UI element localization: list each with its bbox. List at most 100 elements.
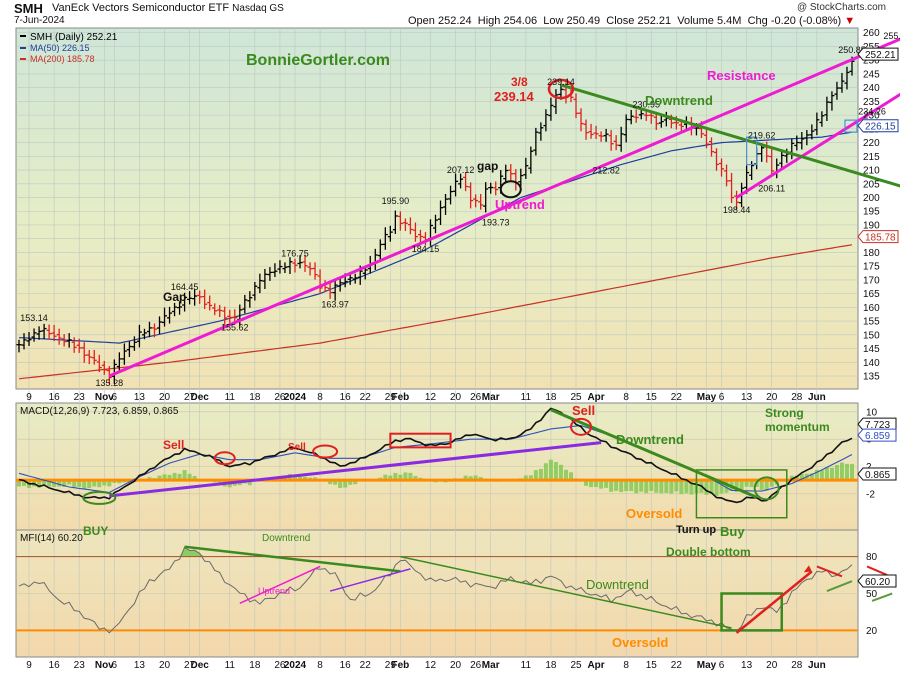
price-bar	[714, 148, 720, 171]
price-bar	[794, 135, 800, 151]
macd-histogram-bar	[563, 469, 568, 481]
price-bar	[202, 289, 208, 309]
x-tick-label-bottom: 20	[766, 660, 778, 671]
mfi-oversold-label: Oversold	[612, 635, 668, 650]
price-bar	[16, 339, 22, 353]
macd-histogram-bar	[87, 480, 92, 489]
x-tick-label: 22	[671, 392, 683, 403]
price-bar	[307, 262, 313, 276]
x-tick-label-bottom: 2024	[284, 660, 307, 671]
price-bar	[392, 210, 398, 234]
macd-histogram-bar	[247, 480, 252, 486]
macd-histogram-bar	[764, 480, 769, 491]
price-bar	[91, 349, 97, 365]
price-value-label: 153.14	[20, 313, 48, 323]
x-tick-label-bottom: Feb	[391, 660, 409, 671]
x-tick-label-bottom: Nov	[95, 660, 114, 671]
macd-histogram-bar	[57, 480, 62, 487]
macd-histogram-bar	[834, 464, 839, 481]
macd-histogram-bar	[182, 470, 187, 481]
macd-histogram-bar	[749, 480, 754, 488]
macd-histogram-bar	[599, 480, 604, 489]
price-value-label: 206.11	[758, 184, 785, 194]
price-bar	[583, 119, 589, 140]
macd-histogram-bar	[298, 475, 303, 481]
x-tick-label: 13	[134, 392, 146, 403]
price-legend-ma200: MA(200) 185.78	[30, 54, 95, 64]
macd-histogram-bar	[669, 480, 674, 494]
macd-histogram-bar	[398, 474, 403, 481]
price-bar	[623, 114, 629, 143]
x-tick-label: Feb	[391, 392, 409, 403]
macd-support-line	[109, 441, 602, 498]
mfi-red-arrow-up	[735, 570, 813, 634]
macd-histogram-bar	[62, 480, 67, 487]
x-tick-label: 18	[545, 392, 557, 403]
chart-date: 7-Jun-2024	[14, 15, 65, 26]
price-value-label: 230.95	[632, 100, 660, 110]
macd-histogram-bar	[533, 470, 538, 481]
price-bar	[297, 255, 303, 269]
price-bar	[518, 168, 524, 187]
marker-value: 226.15	[865, 122, 896, 133]
price-bar	[126, 341, 132, 357]
macd-histogram-bar	[343, 480, 348, 488]
price-bar	[187, 291, 193, 305]
x-tick-label: 16	[49, 392, 61, 403]
double-bottom-box	[695, 469, 788, 519]
macd-histogram-bar	[659, 480, 664, 494]
price-bar	[608, 130, 614, 151]
price-bar	[779, 151, 785, 169]
x-tick-label-bottom: 22	[360, 660, 372, 671]
macd-histogram-bar	[558, 464, 563, 481]
legend-swatch	[20, 58, 26, 60]
marker-box	[857, 467, 897, 481]
price-value-label: 250.85	[838, 45, 866, 55]
price-bar	[804, 130, 810, 146]
macd-histogram-bar	[644, 480, 649, 494]
macd-histogram-bar	[328, 480, 333, 485]
price-value-label: 184.15	[412, 244, 440, 254]
price-bar	[407, 217, 413, 235]
macd-histogram-bar	[338, 480, 343, 488]
x-tick-label: 27	[184, 392, 196, 403]
x-tick-label-bottom: 6	[112, 660, 118, 671]
mfi-downtrend-line-2	[400, 555, 732, 629]
price-bar	[317, 269, 323, 295]
price-bar	[744, 165, 750, 194]
mfi-purple-line	[329, 568, 411, 592]
price-bar	[453, 173, 459, 197]
marker-value: 7.723	[865, 420, 890, 431]
macd-histogram-bar	[92, 480, 97, 487]
macd-histogram-bar	[568, 472, 573, 481]
price-bar	[538, 122, 544, 141]
price-axis-marker: 226.15	[857, 119, 899, 133]
x-tick-label: 2024	[284, 392, 307, 403]
macd-histogram-bar	[478, 477, 483, 481]
macd-histogram-bar	[674, 480, 679, 492]
price-bar	[352, 273, 358, 284]
x-tick-label: 20	[159, 392, 171, 403]
price-bar	[41, 323, 47, 339]
macd-histogram-bar	[679, 480, 684, 495]
price-value-label: 212.82	[592, 165, 620, 175]
price-bar	[167, 306, 173, 324]
price-bar	[292, 258, 298, 273]
price-bar	[468, 182, 474, 209]
price-y-tick: 150	[863, 330, 880, 341]
macd-histogram-bar	[353, 480, 358, 485]
security-description: VanEck Vectors Semiconductor ETF Nasdaq …	[52, 2, 284, 14]
price-bar	[769, 148, 775, 176]
price-value-label: 255.92	[883, 31, 900, 41]
mfi-downtrend-label: Downtrend	[586, 577, 649, 592]
price-bar	[433, 214, 438, 234]
x-tick-label: 6	[719, 392, 725, 403]
x-tick-label: 22	[360, 392, 372, 403]
macd-histogram-bar	[794, 475, 799, 481]
macd-histogram-bar	[719, 480, 724, 494]
macd-histogram-bar	[408, 472, 413, 481]
mfi-axis-marker: 60.20	[857, 574, 897, 588]
price-y-tick: 230	[863, 111, 880, 122]
price-bar	[799, 131, 805, 150]
